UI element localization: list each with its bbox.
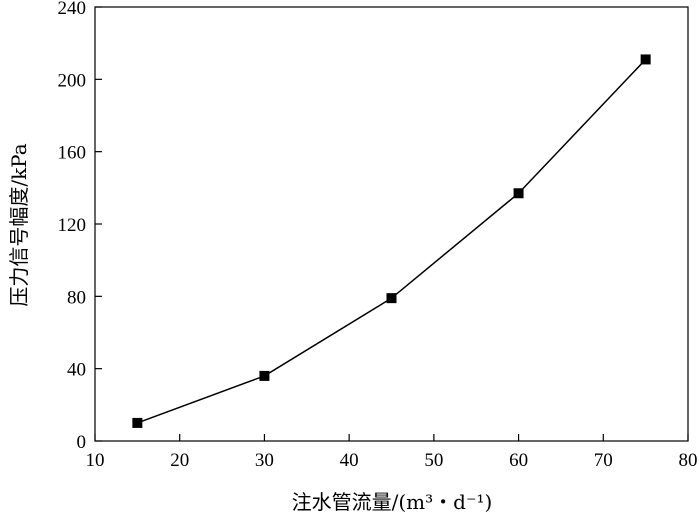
data-point bbox=[259, 370, 270, 381]
x-tick-label: 70 bbox=[594, 450, 613, 471]
x-tick-label: 50 bbox=[424, 450, 443, 471]
plot-frame bbox=[94, 6, 689, 442]
ticks: 10 20 30 40 50 60 70 80 0 40 80 120 160 200 240 bbox=[58, 0, 698, 471]
data-point bbox=[513, 188, 524, 199]
axes bbox=[94, 6, 689, 442]
y-axis-label: 压力信号幅度/kPa bbox=[7, 143, 31, 306]
x-tick-label: 40 bbox=[340, 450, 359, 471]
x-tick-label: 10 bbox=[86, 450, 105, 471]
x-tick-label: 20 bbox=[170, 450, 189, 471]
y-tick-label: 240 bbox=[58, 0, 87, 19]
y-tick-label: 200 bbox=[58, 70, 87, 91]
y-tick-label: 160 bbox=[58, 143, 87, 164]
data-point bbox=[132, 417, 143, 428]
y-tick-label: 0 bbox=[77, 432, 87, 453]
x-axis-label: 注水管流量/(m³・d⁻¹) bbox=[292, 490, 493, 514]
x-tick-label: 80 bbox=[679, 450, 698, 471]
x-tick-label: 60 bbox=[509, 450, 528, 471]
y-tick-label: 120 bbox=[58, 215, 87, 236]
y-tick-label: 80 bbox=[67, 287, 86, 308]
x-tick-label: 30 bbox=[255, 450, 274, 471]
series-line bbox=[137, 58, 647, 424]
data-point bbox=[640, 54, 651, 65]
y-tick-label: 40 bbox=[67, 360, 86, 381]
data-point bbox=[386, 293, 397, 304]
series-group bbox=[132, 54, 651, 428]
